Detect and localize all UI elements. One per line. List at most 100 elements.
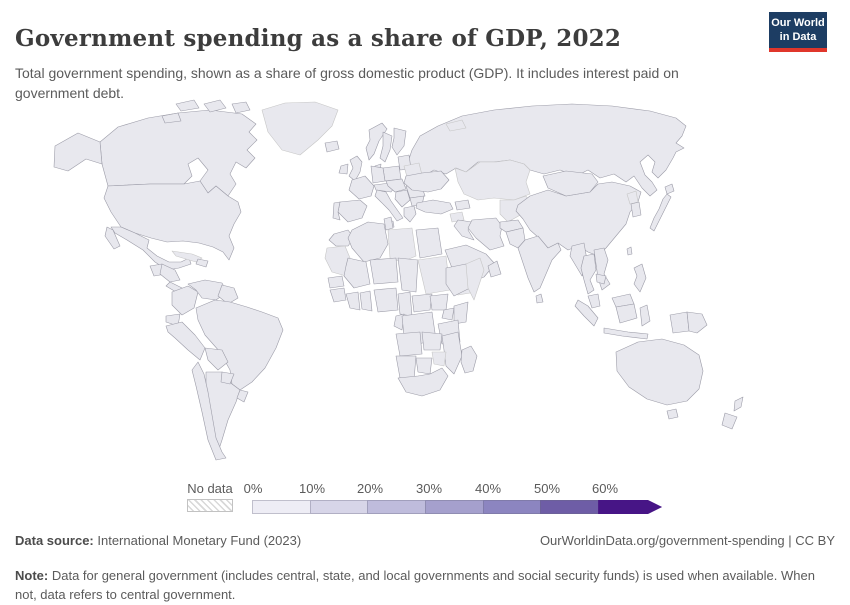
map-country-malaysia[interactable] <box>587 293 601 309</box>
map-country-japan[interactable] <box>664 183 675 195</box>
map-country-australia[interactable] <box>666 408 679 420</box>
map-country-canada[interactable] <box>231 101 251 114</box>
map-country-sri-lanka[interactable] <box>535 293 544 304</box>
map-country-chile[interactable] <box>191 361 227 461</box>
map-country-kenya[interactable] <box>453 301 469 325</box>
map-country-azerbaijan[interactable] <box>454 199 471 211</box>
map-country-paraguay[interactable] <box>220 371 235 385</box>
map-country-zambia[interactable] <box>421 331 443 351</box>
map-country-australia[interactable] <box>615 338 704 406</box>
legend-bin-10-20[interactable] <box>309 500 369 514</box>
map-country-finland[interactable] <box>391 127 407 156</box>
map-country-zimbabwe[interactable] <box>431 351 447 367</box>
map-country-indonesia[interactable] <box>669 311 690 334</box>
legend-bin-60-plus[interactable] <box>598 500 663 514</box>
map-country-vietnam[interactable] <box>593 247 611 291</box>
map-country-taiwan[interactable] <box>626 246 633 256</box>
map-country-libya[interactable] <box>387 227 417 263</box>
map-country-hungary[interactable] <box>385 178 407 193</box>
map-country-south-sudan[interactable] <box>429 293 449 311</box>
map-country-svalbard[interactable] <box>445 119 467 132</box>
map-country-peru[interactable] <box>165 321 206 361</box>
map-country-mali[interactable] <box>343 257 371 289</box>
legend-bin-40-50[interactable] <box>482 500 542 514</box>
legend-bin-30-40[interactable] <box>425 500 484 514</box>
map-country-spain[interactable] <box>337 199 368 223</box>
map-country-algeria[interactable] <box>347 221 389 263</box>
map-country-sweden[interactable] <box>379 131 393 163</box>
map-country-uganda[interactable] <box>441 307 455 321</box>
map-country-honduras[interactable] <box>159 263 181 283</box>
map-country-thailand[interactable] <box>580 253 597 295</box>
map-country-morocco[interactable] <box>328 229 355 247</box>
map-country-south-korea[interactable] <box>630 201 642 218</box>
map-country-ivory-coast[interactable] <box>345 291 361 311</box>
map-country-france[interactable] <box>348 175 375 200</box>
map-country-guyana[interactable] <box>217 284 239 305</box>
map-country-somalia[interactable] <box>465 257 485 301</box>
map-country-dominican-republic[interactable] <box>195 258 209 268</box>
map-country-greenland[interactable] <box>261 101 339 156</box>
map-country-botswana[interactable] <box>415 357 433 375</box>
map-country-indonesia[interactable] <box>574 299 599 327</box>
map-country-cambodia[interactable] <box>595 273 607 285</box>
map-country-brazil[interactable] <box>195 299 284 391</box>
map-country-mozambique[interactable] <box>441 331 463 375</box>
map-country-iran[interactable] <box>467 217 505 251</box>
map-country-iceland[interactable] <box>324 140 340 153</box>
map-country-oman[interactable] <box>487 260 502 278</box>
map-country-ethiopia[interactable] <box>445 263 471 297</box>
map-country-indonesia[interactable] <box>639 304 651 327</box>
map-country-russia[interactable] <box>405 103 687 197</box>
map-country-tunisia[interactable] <box>383 216 394 231</box>
map-country-senegal[interactable] <box>327 275 345 289</box>
map-country-canada[interactable] <box>161 112 182 124</box>
map-country-ghana[interactable] <box>359 290 373 312</box>
map-country-japan[interactable] <box>649 193 672 232</box>
map-country-ireland[interactable] <box>338 163 349 175</box>
map-country-egypt[interactable] <box>415 227 443 259</box>
map-country-syria[interactable] <box>449 211 465 223</box>
map-country-usa[interactable] <box>103 180 242 261</box>
legend-bin-20-30[interactable] <box>367 500 427 514</box>
map-country-norway[interactable] <box>365 122 388 161</box>
map-country-central-african[interactable] <box>411 293 433 313</box>
map-country-italy[interactable] <box>374 189 404 222</box>
map-country-mongolia[interactable] <box>542 170 599 197</box>
map-country-chad[interactable] <box>397 257 419 293</box>
map-country-nigeria[interactable] <box>373 287 399 313</box>
map-country-angola[interactable] <box>395 331 423 357</box>
map-country-philippines[interactable] <box>633 263 647 293</box>
map-country-canada[interactable] <box>203 99 227 113</box>
map-country-indonesia[interactable] <box>603 327 649 340</box>
map-country-indonesia[interactable] <box>615 303 638 324</box>
map-country-germany[interactable] <box>370 165 386 184</box>
map-country-canada[interactable] <box>99 109 258 197</box>
map-country-ukraine[interactable] <box>403 170 450 193</box>
map-country-poland[interactable] <box>382 165 402 182</box>
map-country-colombia[interactable] <box>171 285 199 316</box>
legend-no-data[interactable]: No data <box>184 481 236 512</box>
map-country-greece[interactable] <box>403 205 417 223</box>
legend-bin-50-60[interactable] <box>540 500 600 514</box>
map-country-usa-alaska[interactable] <box>53 132 103 172</box>
map-country-mexico[interactable] <box>104 226 121 250</box>
map-country-new-zealand[interactable] <box>733 396 744 412</box>
map-country-india[interactable] <box>517 235 562 293</box>
map-country-cameroon[interactable] <box>397 291 413 317</box>
map-country-uruguay[interactable] <box>236 389 249 403</box>
map-country-gabon[interactable] <box>393 313 405 331</box>
legend-bin-0-10[interactable] <box>252 500 311 514</box>
map-country-turkey[interactable] <box>415 199 454 215</box>
map-country-madagascar[interactable] <box>460 345 478 374</box>
map-country-portugal[interactable] <box>332 201 341 221</box>
map-country-bolivia[interactable] <box>204 347 229 371</box>
attribution-link[interactable]: OurWorldinData.org/government-spending |… <box>539 533 835 548</box>
map-country-serbia[interactable] <box>394 189 411 208</box>
map-country-niger[interactable] <box>369 257 399 285</box>
map-country-papua-new-guinea[interactable] <box>686 311 708 334</box>
map-country-canada[interactable] <box>175 99 200 112</box>
owid-logo[interactable]: Our World in Data <box>769 12 827 53</box>
map-country-sudan[interactable] <box>417 255 451 295</box>
map-country-south-africa[interactable] <box>397 367 449 397</box>
